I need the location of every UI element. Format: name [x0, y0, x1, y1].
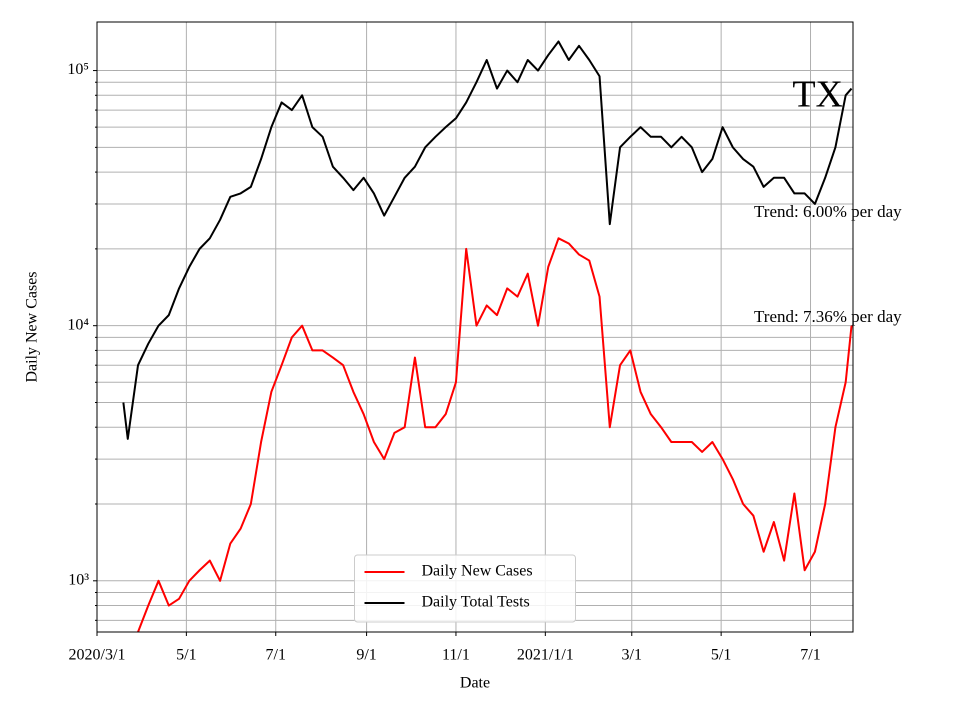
x-tick-label: 11/1 — [442, 647, 470, 664]
x-tick-label: 3/1 — [622, 647, 642, 664]
plot-frame — [96, 21, 854, 633]
trend-annotation: Trend: 6.00% per day — [754, 202, 902, 221]
x-tick-label: 7/1 — [800, 647, 820, 664]
y-tick-label: 10⁴ — [67, 316, 89, 333]
x-tick-label: 7/1 — [266, 647, 286, 664]
legend-label: Daily Total Tests — [422, 594, 530, 611]
legend-box — [354, 554, 576, 623]
x-tick-label: 9/1 — [356, 647, 376, 664]
y-tick-label: 10³ — [68, 571, 89, 588]
data-line — [137, 237, 853, 633]
legend-label: Daily New Cases — [422, 563, 533, 580]
data-line — [122, 40, 853, 440]
x-tick-label: 2020/3/1 — [69, 647, 126, 664]
y-tick-label: 10⁵ — [67, 61, 89, 78]
grid-layer — [96, 22, 853, 632]
y-axis-label: Daily New Cases — [24, 271, 41, 382]
x-tick-label: 5/1 — [711, 647, 731, 664]
legend: Daily New Cases Daily Total Tests — [354, 554, 576, 623]
x-tick-label: 5/1 — [176, 647, 196, 664]
state-annotation: TX — [792, 74, 843, 116]
x-tick-label: 2021/1/1 — [517, 647, 574, 664]
lines-layer — [122, 40, 853, 633]
x-axis-label: Date — [460, 675, 490, 692]
trend-annotation: Trend: 7.36% per day — [754, 307, 902, 326]
